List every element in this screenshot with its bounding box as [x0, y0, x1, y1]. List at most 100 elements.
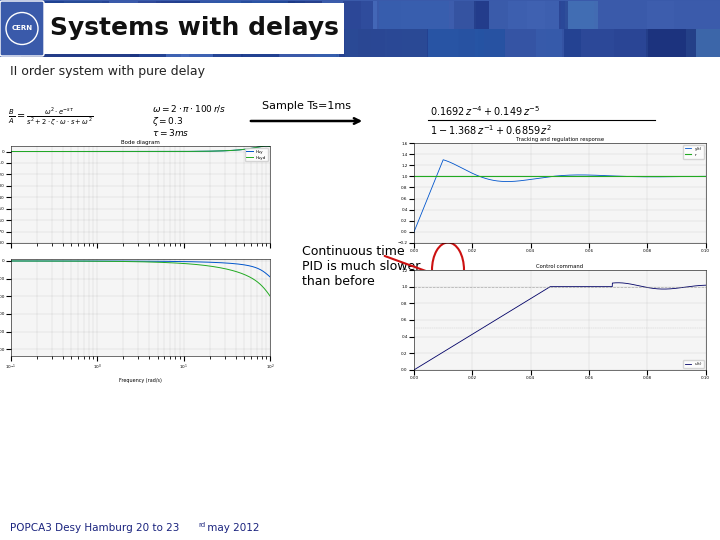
Bar	[102, 29, 183, 57]
Text: $1-1.368\,z^{-1}+0.6859\,z^{2}$: $1-1.368\,z^{-1}+0.6859\,z^{2}$	[430, 123, 552, 137]
Hsy	[266, 143, 274, 150]
Text: Continuous time
PID is much slower
than before: Continuous time PID is much slower than …	[302, 245, 420, 288]
Bar	[130, 29, 181, 57]
Bar	[560, 29, 648, 57]
X-axis label: Frequency (rad/s): Frequency (rad/s)	[119, 377, 162, 382]
Bar	[379, 1, 449, 29]
Hsyd	[266, 143, 274, 150]
Bar	[345, 29, 427, 57]
Hsy	[259, 143, 268, 150]
Bar	[454, 1, 527, 29]
y(t)	[693, 173, 701, 180]
Bar	[288, 1, 322, 29]
Title: Control command: Control command	[536, 264, 583, 269]
FancyBboxPatch shape	[0, 1, 44, 56]
Bar	[510, 29, 581, 57]
y(t)	[425, 192, 433, 198]
Bar	[562, 29, 646, 57]
u(t)	[701, 282, 710, 288]
u(t)	[693, 282, 701, 289]
Bar	[561, 1, 594, 29]
Bar	[64, 1, 102, 29]
Hsy	[262, 143, 271, 149]
Bar	[241, 29, 279, 57]
u(t)	[552, 284, 560, 290]
Hsy	[219, 147, 228, 154]
Text: may 2012: may 2012	[204, 523, 259, 533]
Bar	[686, 29, 720, 57]
Text: rd: rd	[198, 522, 205, 528]
Text: $\omega = 2 \cdot \pi \cdot 100\, r/s$: $\omega = 2 \cdot \pi \cdot 100\, r/s$	[152, 104, 226, 114]
Line: Hsyd: Hsyd	[11, 146, 270, 152]
Bar	[32, 1, 109, 29]
Bar	[295, 1, 377, 29]
Bar	[614, 29, 720, 57]
Bar	[156, 1, 200, 29]
y(t)	[439, 157, 448, 163]
Bar	[27, 1, 63, 29]
Bar	[401, 1, 474, 29]
Hsyd	[6, 148, 15, 155]
Bar	[214, 29, 318, 57]
Bar	[504, 29, 536, 57]
Bar	[200, 1, 241, 29]
Bar	[166, 29, 213, 57]
Text: CERN: CERN	[12, 25, 32, 31]
Hsyd	[219, 147, 228, 154]
Hsy	[130, 148, 138, 155]
Bar	[343, 29, 402, 57]
u(t)	[693, 282, 701, 289]
Bar	[138, 1, 175, 29]
Bar	[216, 1, 305, 29]
Hsyd	[161, 148, 169, 155]
Title: Bode diagram: Bode diagram	[121, 140, 160, 145]
Line: u(t): u(t)	[414, 283, 706, 370]
Bar	[475, 29, 564, 57]
Bar	[1, 1, 36, 29]
Bar	[308, 29, 339, 57]
Bar	[269, 1, 346, 29]
Text: $0.1692\,z^{-4}+0.149\,z^{-5}$: $0.1692\,z^{-4}+0.149\,z^{-5}$	[430, 104, 540, 118]
Bar	[339, 29, 428, 57]
Bar	[44, 3, 344, 54]
Bar	[484, 29, 564, 57]
Bar	[476, 1, 568, 29]
Legend: u(t): u(t)	[683, 361, 703, 368]
Text: II order system with pure delay: II order system with pure delay	[10, 65, 205, 78]
Text: Systems with delays: Systems with delays	[50, 17, 339, 40]
Legend: Hsy, Hsyd: Hsy, Hsyd	[245, 148, 268, 161]
u(t)	[410, 367, 418, 373]
Bar	[161, 1, 252, 29]
Text: $\tau = 3ms$: $\tau = 3ms$	[152, 127, 189, 138]
Bar	[243, 29, 336, 57]
Bar	[387, 29, 505, 57]
Bar	[489, 1, 559, 29]
Hsyd	[259, 143, 268, 150]
Bar	[276, 29, 338, 57]
u(t)	[639, 284, 648, 290]
u(t)	[613, 280, 622, 286]
Bar	[647, 1, 720, 29]
y(t)	[552, 173, 560, 179]
Bar	[34, 1, 99, 29]
Bar	[646, 29, 696, 57]
u(t)	[544, 285, 552, 291]
Bar	[508, 1, 545, 29]
Text: Sample Ts=1ms: Sample Ts=1ms	[263, 101, 351, 111]
y(t)	[639, 173, 648, 180]
Hsyd	[147, 148, 156, 155]
Hsy	[161, 148, 169, 155]
Hsy	[6, 148, 15, 155]
Hsyd	[262, 143, 271, 149]
Bar	[385, 29, 478, 57]
Bar	[674, 1, 720, 29]
Text: $\frac{B}{A} = \frac{\omega^2 \cdot e^{-s\tau}}{s^2+2\cdot\zeta\cdot\omega\cdot : $\frac{B}{A} = \frac{\omega^2 \cdot e^{-…	[8, 106, 94, 128]
Line: Hsy: Hsy	[11, 146, 270, 152]
y(t)	[693, 173, 701, 180]
Line: y(t): y(t)	[414, 160, 706, 232]
Bar	[270, 29, 371, 57]
Bar	[315, 29, 358, 57]
Bar	[700, 29, 720, 57]
Text: $\zeta = 0.3$: $\zeta = 0.3$	[152, 114, 184, 127]
Bar	[458, 29, 575, 57]
